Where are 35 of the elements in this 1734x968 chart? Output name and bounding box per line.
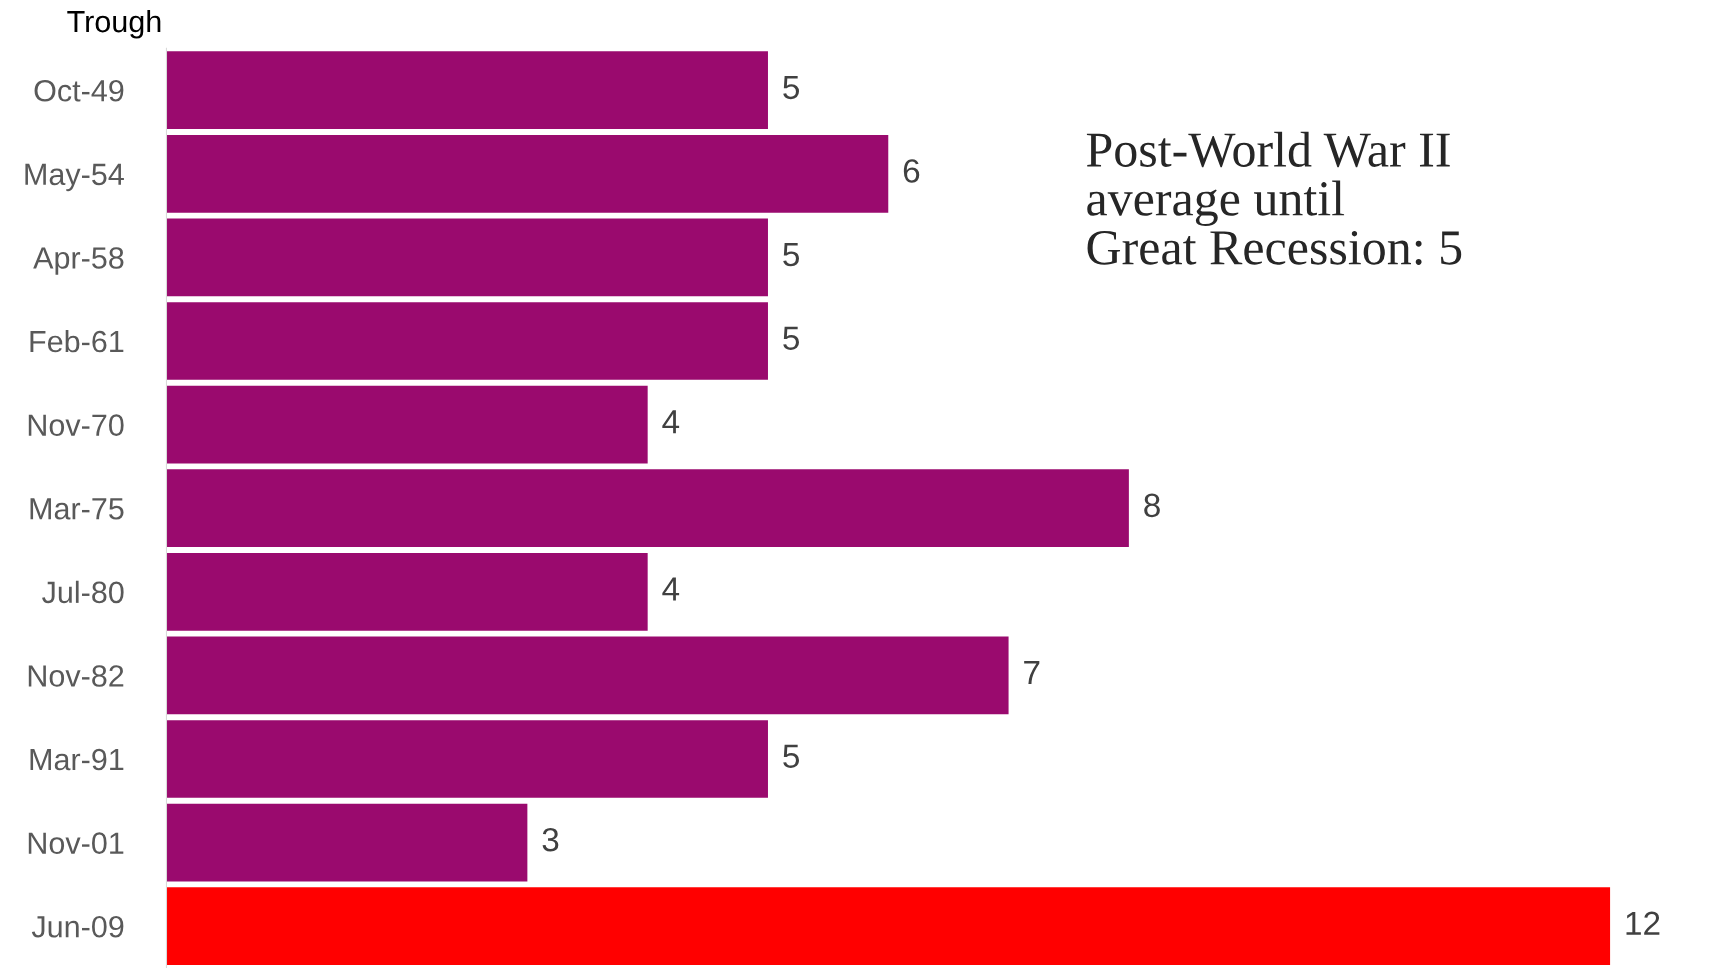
data-label: 6 <box>903 159 920 183</box>
bar <box>166 552 648 631</box>
data-label: 4 <box>662 577 680 601</box>
data-label: 7 <box>1024 661 1040 685</box>
data-label: 5 <box>783 744 799 768</box>
data-label: 5 <box>783 326 799 350</box>
y-tick-label: Nov-01 <box>28 832 124 854</box>
bar <box>166 636 1009 715</box>
y-tick-label: Jun-09 <box>31 915 124 938</box>
y-tick-label: Apr-58 <box>33 247 124 275</box>
data-label: 12 <box>1626 911 1660 935</box>
y-tick-label: May-54 <box>25 163 124 192</box>
y-tick-label: Oct-49 <box>34 79 124 102</box>
bar <box>166 720 768 798</box>
y-tick-label: Mar-91 <box>30 748 124 771</box>
bar <box>166 385 648 464</box>
y-axis-title: Trough <box>67 9 161 39</box>
bar <box>166 134 889 213</box>
y-tick-label: Feb-61 <box>30 329 124 353</box>
bar <box>166 51 768 130</box>
bar <box>166 803 528 882</box>
data-label: 3 <box>542 827 559 852</box>
bar <box>166 469 1129 548</box>
y-tick-label: Mar-75 <box>30 498 124 520</box>
y-tick-label: Jul-80 <box>42 580 124 604</box>
data-label: 5 <box>783 243 799 267</box>
y-tick-label: Nov-82 <box>28 665 124 687</box>
y-tick-label: Nov-70 <box>28 414 124 436</box>
data-label: 8 <box>1144 493 1160 518</box>
data-label: 5 <box>783 75 799 100</box>
bar <box>166 218 768 297</box>
data-label: 4 <box>662 410 680 434</box>
annotation: Post-World War II average until Great Recession: 5 <box>1086 131 1462 265</box>
bar <box>166 302 768 380</box>
bar <box>166 887 1611 966</box>
